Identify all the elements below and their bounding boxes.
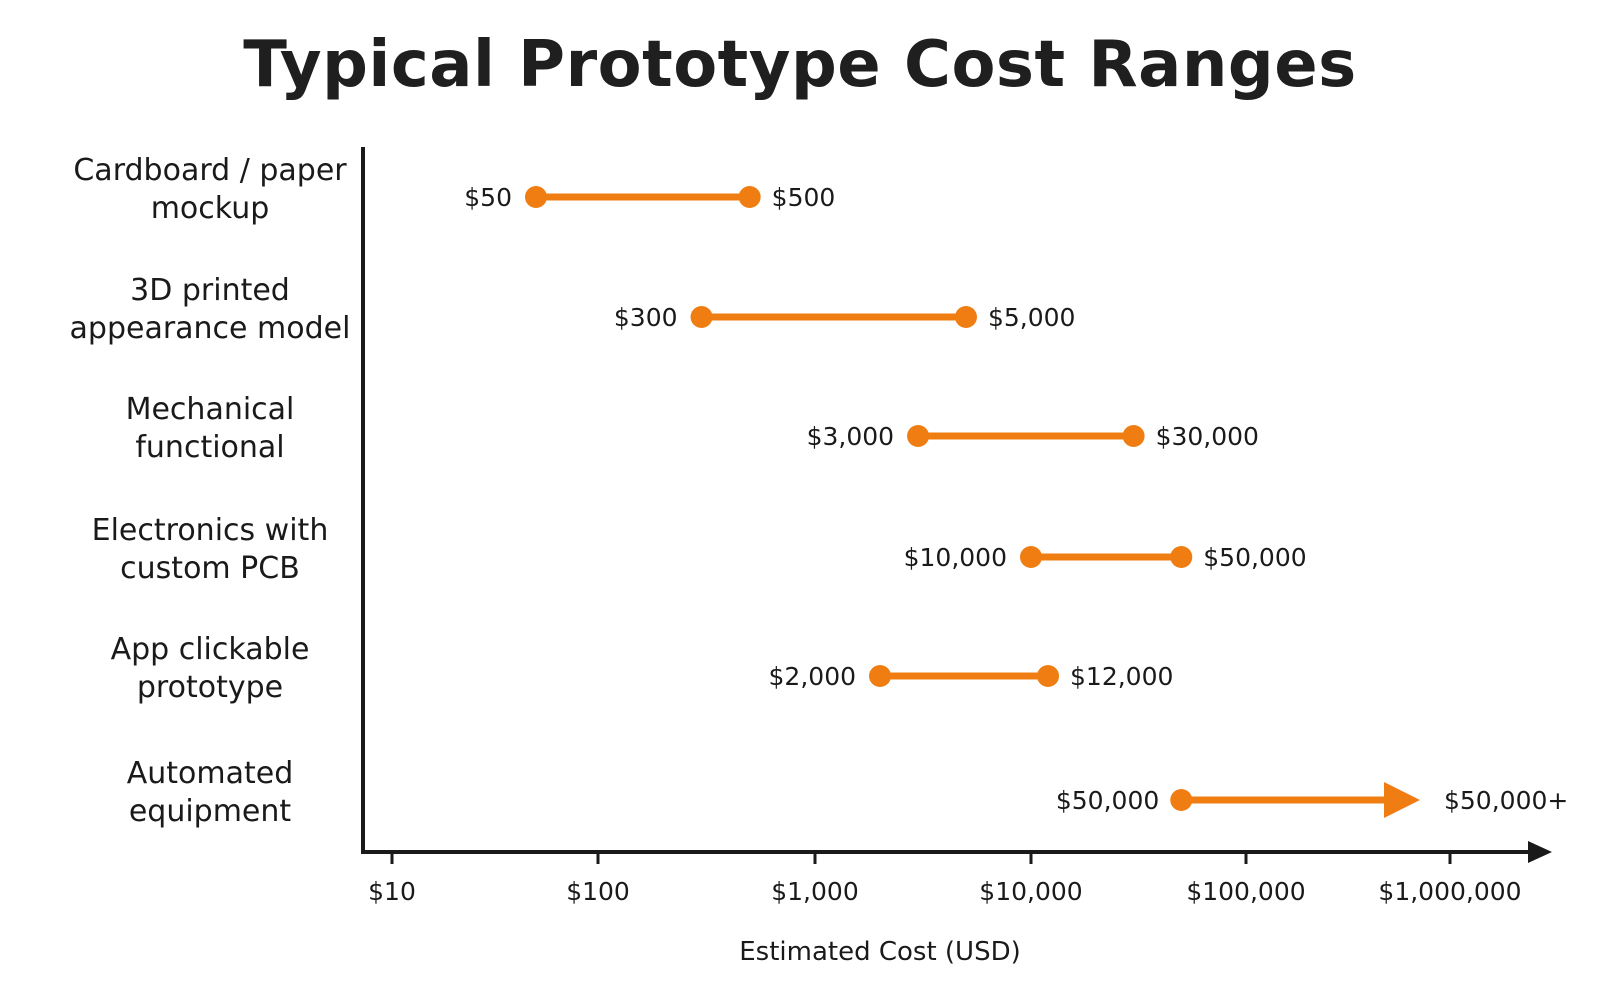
range-low-dot — [1020, 546, 1042, 568]
low-value-label: $3,000 — [807, 422, 894, 451]
range-high-dot — [1170, 546, 1193, 568]
low-value-label: $300 — [614, 303, 678, 332]
category-label: functional — [135, 430, 284, 465]
range-high-dot — [1037, 665, 1060, 687]
category-label: prototype — [137, 670, 283, 705]
range-high-dot — [738, 186, 761, 208]
x-axis-arrow-icon — [1528, 841, 1552, 863]
x-tick-label: $1,000 — [771, 877, 858, 906]
high-value-label: $12,000 — [1070, 662, 1173, 691]
category-label: Mechanical — [126, 392, 295, 427]
x-tick-label: $10,000 — [979, 877, 1082, 906]
range-low-dot — [907, 425, 930, 447]
low-value-label: $50 — [464, 183, 512, 212]
high-value-label: $50,000+ — [1444, 786, 1568, 815]
range-low-dot — [690, 306, 713, 328]
x-axis-title: Estimated Cost (USD) — [739, 937, 1021, 967]
range-low-dot — [869, 665, 892, 687]
category-label: equipment — [129, 794, 292, 829]
low-value-label: $2,000 — [769, 662, 856, 691]
x-tick-label: $100 — [566, 877, 630, 906]
category-label: appearance model — [70, 311, 351, 346]
x-tick-label: $1,000,000 — [1378, 877, 1521, 906]
category-label: Automated — [127, 756, 294, 791]
high-value-label: $5,000 — [988, 303, 1075, 332]
category-label: Cardboard / paper — [73, 153, 347, 188]
range-low-dot — [524, 186, 547, 208]
low-value-label: $50,000 — [1056, 786, 1159, 815]
chart-title: Typical Prototype Cost Ranges — [243, 28, 1357, 102]
x-tick-label: $10 — [368, 877, 416, 906]
range-low-dot — [1170, 789, 1193, 811]
high-value-label: $500 — [772, 183, 836, 212]
category-label: Electronics with — [92, 513, 329, 548]
open-ended-arrow-icon — [1384, 782, 1420, 818]
high-value-label: $50,000 — [1203, 543, 1306, 572]
high-value-label: $30,000 — [1156, 422, 1259, 451]
range-high-dot — [1122, 425, 1145, 447]
category-label: mockup — [151, 191, 270, 226]
x-tick-label: $100,000 — [1186, 877, 1305, 906]
range-high-dot — [954, 306, 977, 328]
category-label: App clickable — [111, 632, 310, 667]
category-label: 3D printed — [130, 273, 290, 308]
category-label: custom PCB — [120, 551, 300, 586]
low-value-label: $10,000 — [904, 543, 1007, 572]
